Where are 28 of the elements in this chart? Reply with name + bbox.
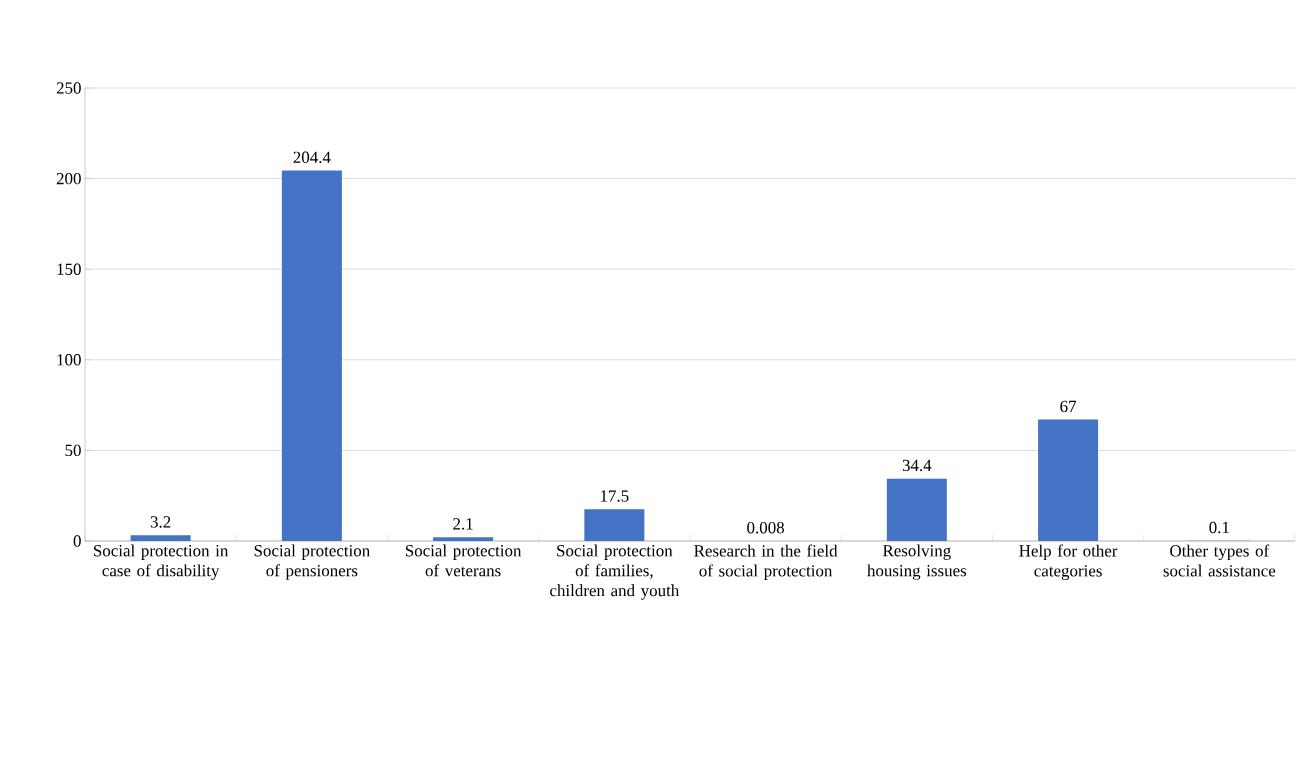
x-tick-label: Social protection of pensioners [254,544,370,580]
bar [281,170,342,541]
x-tick-label: Social protection of veterans [405,544,522,577]
x-tick-label: Research in the field of social protection [694,544,838,580]
bar [886,478,947,541]
y-tick-label: 100 [57,354,81,366]
data-label: 0.1 [1209,521,1229,534]
bar [1038,419,1099,541]
x-tick-label: Other types of social assistance [1163,544,1276,577]
x-tick-label: Social protection in case of disability [94,544,229,580]
data-label: 0.008 [747,521,785,534]
y-tick-label: 200 [56,172,81,185]
data-label: 17.5 [601,490,629,502]
x-tick-label: Resolving housing issues [867,544,967,580]
y-tick-label: 150 [57,263,81,275]
x-tick-label: Social protection of families, children and youth [550,544,680,600]
bar [130,535,191,541]
bar [433,537,494,541]
data-label: 67 [1060,400,1077,413]
data-label: 3.2 [150,516,171,528]
x-tick-label: Help for other categories [1019,544,1118,581]
data-label: 2.1 [453,518,473,530]
data-label: 204.4 [293,151,331,164]
bar [584,509,645,541]
y-tick-label: 50 [65,444,81,457]
y-tick-label: 250 [56,82,81,94]
y-tick-label: 0 [73,535,81,547]
data-label: 34.4 [902,459,932,472]
